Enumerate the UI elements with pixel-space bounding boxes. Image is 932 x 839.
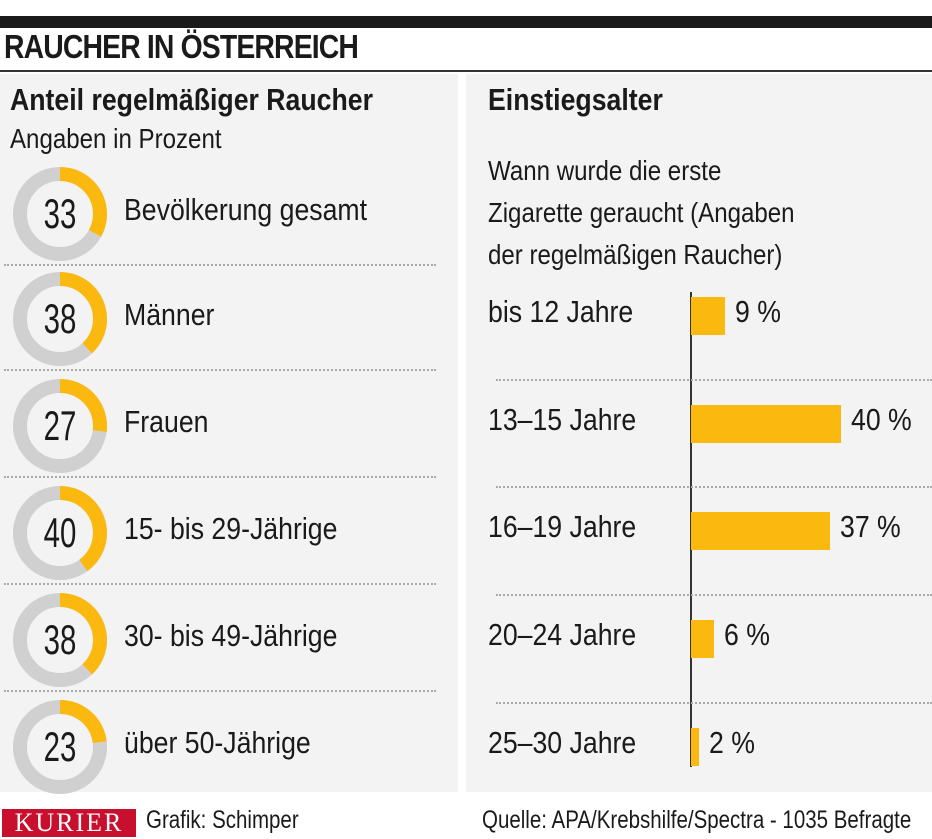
left-title: Anteil regelmäßiger Raucher (10, 82, 373, 117)
donut-label: Bevölkerung gesamt (124, 192, 368, 227)
kurier-logo: KURIER (2, 809, 136, 837)
donut-segment (13, 272, 107, 366)
row-separator (4, 264, 436, 266)
top-bar (0, 16, 932, 28)
bar (691, 728, 699, 766)
donut-label: Männer (124, 297, 215, 332)
bar (691, 297, 725, 335)
row-separator (4, 583, 436, 585)
bar-value-label: 37 % (839, 509, 901, 544)
donut: 27 (12, 378, 108, 474)
row-separator (4, 476, 436, 478)
donut-value: 27 (43, 402, 77, 449)
page-title: RAUCHER IN ÖSTERREICH (4, 28, 359, 65)
donut-segment (13, 167, 107, 261)
donut-label: 30- bis 49-Jährige (124, 618, 338, 653)
row-separator (496, 702, 932, 704)
donut-segment (13, 700, 107, 794)
right-subtitle-1: Wann wurde die erste (488, 155, 722, 186)
bar-value-label: 40 % (851, 402, 912, 437)
donut-value: 33 (43, 190, 77, 237)
right-title: Einstiegsalter (488, 82, 663, 117)
bar-value-label: 2 % (708, 725, 755, 760)
donut-label: 15- bis 29-Jährige (124, 511, 338, 546)
donut-value: 40 (43, 509, 77, 556)
row-separator (4, 690, 436, 692)
bar-category-label: 25–30 Jahre (488, 725, 637, 760)
donut-row: 38 30- bis 49-Jährige (0, 586, 458, 693)
row-separator (496, 594, 932, 596)
donut-row: 33 Bevölkerung gesamt (0, 160, 458, 267)
donut: 38 (12, 271, 108, 367)
bar-category-label: 13–15 Jahre (488, 402, 637, 437)
footer-source: Quelle: APA/Krebshilfe/Spectra - 1035 Be… (482, 806, 912, 834)
right-subtitle-2: Zigarette geraucht (Angaben (488, 197, 795, 228)
donut-label: Frauen (124, 404, 209, 439)
bar-value-label: 6 % (723, 617, 770, 652)
bar-category-label: 20–24 Jahre (488, 617, 637, 652)
donut: 38 (12, 592, 108, 688)
donut-value: 38 (43, 616, 77, 663)
bar-category-label: 16–19 Jahre (488, 509, 637, 544)
donut-segment (13, 593, 107, 687)
left-subtitle: Angaben in Prozent (10, 123, 222, 154)
donut-row: 27 Frauen (0, 372, 458, 479)
bar (691, 405, 841, 443)
bar-value-label: 9 % (734, 294, 781, 329)
footer-credit: Grafik: Schimper (146, 806, 299, 834)
donut-row: 40 15- bis 29-Jährige (0, 479, 458, 586)
donut-value: 23 (43, 723, 77, 770)
row-separator (496, 486, 932, 488)
row-separator (496, 379, 932, 381)
right-subtitle-3: der regelmäßigen Raucher) (488, 239, 783, 270)
bar (691, 620, 714, 658)
title-rule (0, 70, 932, 72)
donut-segment (13, 486, 107, 580)
donut: 23 (12, 699, 108, 795)
donut-row: 38 Männer (0, 265, 458, 372)
donut: 33 (12, 166, 108, 262)
donut-row: 23 über 50-Jährige (0, 693, 458, 800)
row-separator (4, 369, 436, 371)
donut: 40 (12, 485, 108, 581)
donut-value: 38 (43, 295, 77, 342)
bar (691, 512, 830, 550)
bar-category-label: bis 12 Jahre (488, 294, 634, 329)
donut-label: über 50-Jährige (124, 725, 311, 760)
donut-segment (13, 379, 107, 473)
